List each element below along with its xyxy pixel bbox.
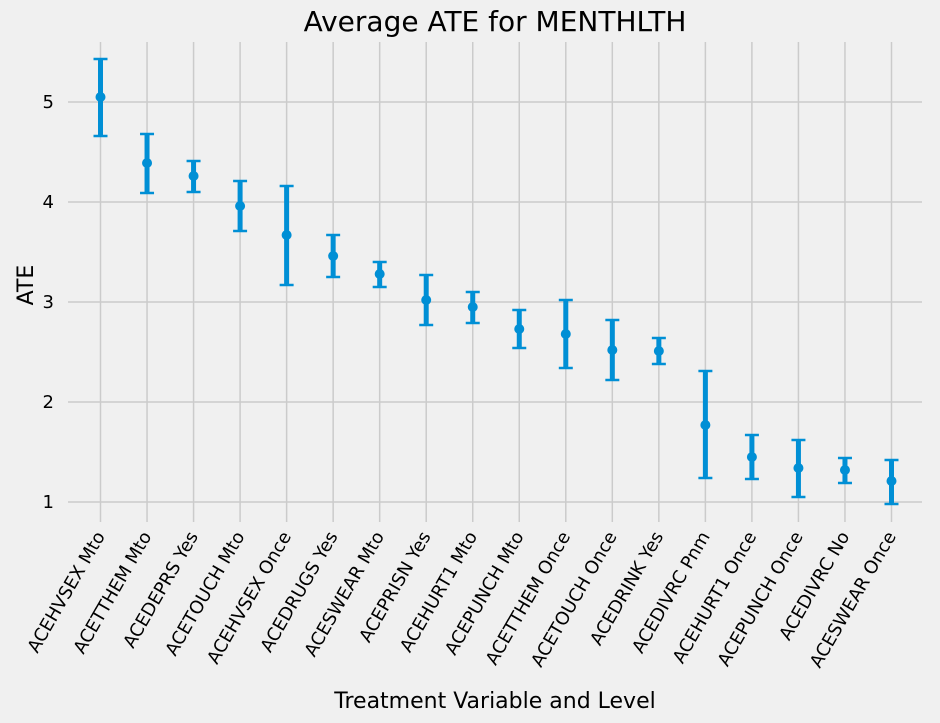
ate-point [653, 346, 664, 356]
points [95, 92, 897, 486]
ate-point [281, 230, 292, 240]
ate-point [746, 452, 757, 462]
ate-point [421, 295, 432, 305]
y-tick-label: 4 [43, 192, 54, 213]
ate-point [886, 476, 897, 486]
ate-point [142, 158, 153, 168]
ate-point [839, 465, 850, 475]
y-tick-label: 3 [43, 292, 54, 313]
chart-title: Average ATE for MENTHLTH [304, 5, 687, 38]
y-axis-label: ATE [14, 265, 39, 306]
ate-point [374, 269, 385, 279]
ate-point [793, 463, 804, 473]
ate-point [467, 302, 478, 312]
ate-point [95, 92, 106, 102]
ate-point [328, 251, 339, 261]
y-tick-label: 5 [43, 92, 54, 113]
y-ticks: 1 2 3 4 5 [43, 92, 54, 513]
ate-point [560, 329, 571, 339]
y-tick-label: 1 [43, 492, 54, 513]
x-axis-label: Treatment Variable and Level [333, 689, 655, 714]
y-tick-label: 2 [43, 392, 54, 413]
ate-point [235, 201, 246, 211]
ate-point [188, 171, 199, 181]
ate-point [607, 345, 618, 355]
ate-point [700, 420, 711, 430]
ate-point [514, 324, 525, 334]
